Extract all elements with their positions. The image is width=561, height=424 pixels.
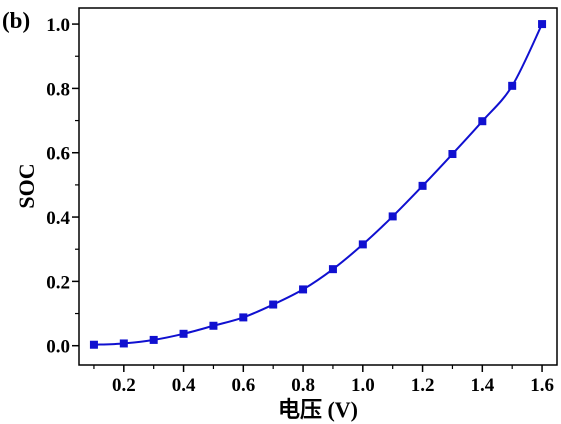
x-tick-label: 0.6 [231,375,255,396]
data-point-marker [269,300,278,309]
x-tick-label: 1.6 [530,375,554,396]
data-point-marker [209,321,218,330]
data-point-marker [478,117,487,126]
data-point-marker [358,240,367,249]
data-point-marker [538,20,547,29]
series-layer [89,20,547,349]
x-tick-label: 0.4 [172,375,196,396]
y-axis: 0.0 0.2 0.4 0.6 0.8 1.0 [46,15,79,358]
x-tick-label: 1.4 [470,375,494,396]
plot-frame [78,7,558,366]
y-tick-label: 0.2 [46,272,70,293]
data-point-marker [89,340,98,349]
x-axis-title: 电压 (V) [278,397,358,422]
x-tick-label: 1.2 [411,375,435,396]
y-tick-label: 0.6 [46,144,70,165]
data-point-marker [299,285,308,294]
data-point-marker [508,81,517,90]
y-tick-label: 0.0 [46,337,70,358]
x-tick-label: 0.8 [291,375,315,396]
y-tick-label: 1.0 [46,15,70,36]
data-point-marker [119,339,128,348]
data-point-marker [149,335,158,344]
panel-label: (b) [2,8,30,33]
data-point-marker [179,329,188,338]
data-point-marker [448,150,457,159]
data-point-marker [239,313,248,322]
x-tick-label: 1.0 [351,375,375,396]
data-point-marker [418,181,427,190]
x-axis: 0.2 0.4 0.6 0.8 1.0 1.2 1.4 1.6 [93,365,554,396]
data-point-marker [388,212,397,221]
data-point-marker [328,265,337,274]
x-tick-label: 0.2 [112,375,136,396]
series-line [93,23,543,346]
y-tick-label: 0.8 [46,79,70,100]
y-tick-label: 0.4 [46,208,70,229]
y-axis-title: SOC [14,163,39,208]
